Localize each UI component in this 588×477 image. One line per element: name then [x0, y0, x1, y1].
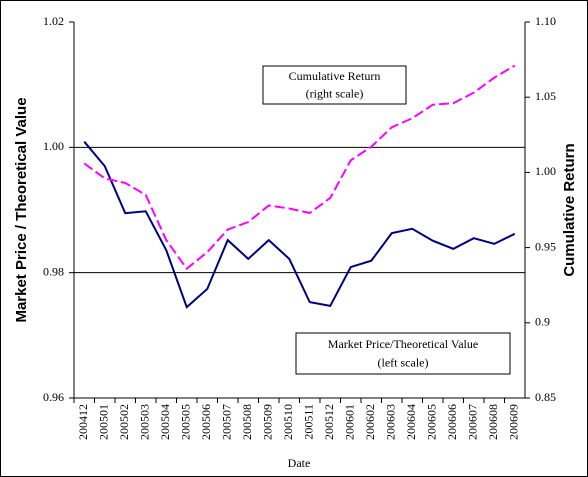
y2-tick-label: 1.00 [535, 164, 556, 178]
annotation-text: Cumulative Return [289, 69, 381, 83]
annotation-text: (left scale) [378, 356, 429, 370]
y2-axis-title: Cumulative Return [561, 143, 578, 276]
x-axis-title: Date [288, 456, 311, 470]
x-tick-label: 200509 [261, 404, 275, 440]
x-tick-label: 200508 [240, 404, 254, 440]
x-tick-label: 200510 [281, 404, 295, 440]
x-tick-label: 200602 [363, 404, 377, 440]
x-tick-label: 200608 [486, 404, 500, 440]
x-tick-label: 200501 [97, 404, 111, 440]
x-tick-label: 200511 [302, 404, 316, 440]
x-tick-label: 200507 [220, 404, 234, 440]
y2-tick-label: 1.10 [535, 14, 556, 28]
series-line [83, 141, 516, 309]
y2-tick-label: 0.9 [535, 315, 550, 329]
x-tick-label: 200605 [425, 404, 439, 440]
annotation-text: (right scale) [306, 86, 364, 100]
annotation-text: Market Price/Theoretical Value [328, 337, 478, 351]
annotation-box [295, 332, 511, 375]
x-tick-label: 200504 [158, 404, 172, 440]
x-tick-label: 200512 [322, 404, 336, 440]
series-line [83, 64, 516, 271]
x-tick-label: 200609 [507, 404, 521, 440]
x-tick-label: 200506 [199, 404, 213, 440]
y2-tick-label: 0.85 [535, 390, 556, 404]
x-tick-label: 200503 [138, 404, 152, 440]
annotation-box [262, 65, 407, 105]
x-tick-label: 200606 [445, 404, 459, 440]
x-tick-label: 200601 [343, 404, 357, 440]
x-tick-label: 200412 [76, 404, 90, 440]
x-tick-label: 200603 [384, 404, 398, 440]
y2-tick-label: 1.05 [535, 89, 556, 103]
y-tick-label: 1.00 [43, 139, 64, 153]
y2-tick-label: 0.95 [535, 239, 556, 253]
y-tick-label: 1.02 [43, 14, 64, 28]
x-tick-label: 200502 [117, 404, 131, 440]
x-tick-label: 200505 [179, 404, 193, 440]
x-tick-label: 200607 [466, 404, 480, 440]
x-tick-label: 200604 [404, 404, 418, 440]
y-tick-label: 0.98 [43, 264, 64, 278]
y-axis-title: Market Price / Theoretical Value [13, 97, 30, 322]
y-tick-label: 0.96 [43, 390, 64, 404]
